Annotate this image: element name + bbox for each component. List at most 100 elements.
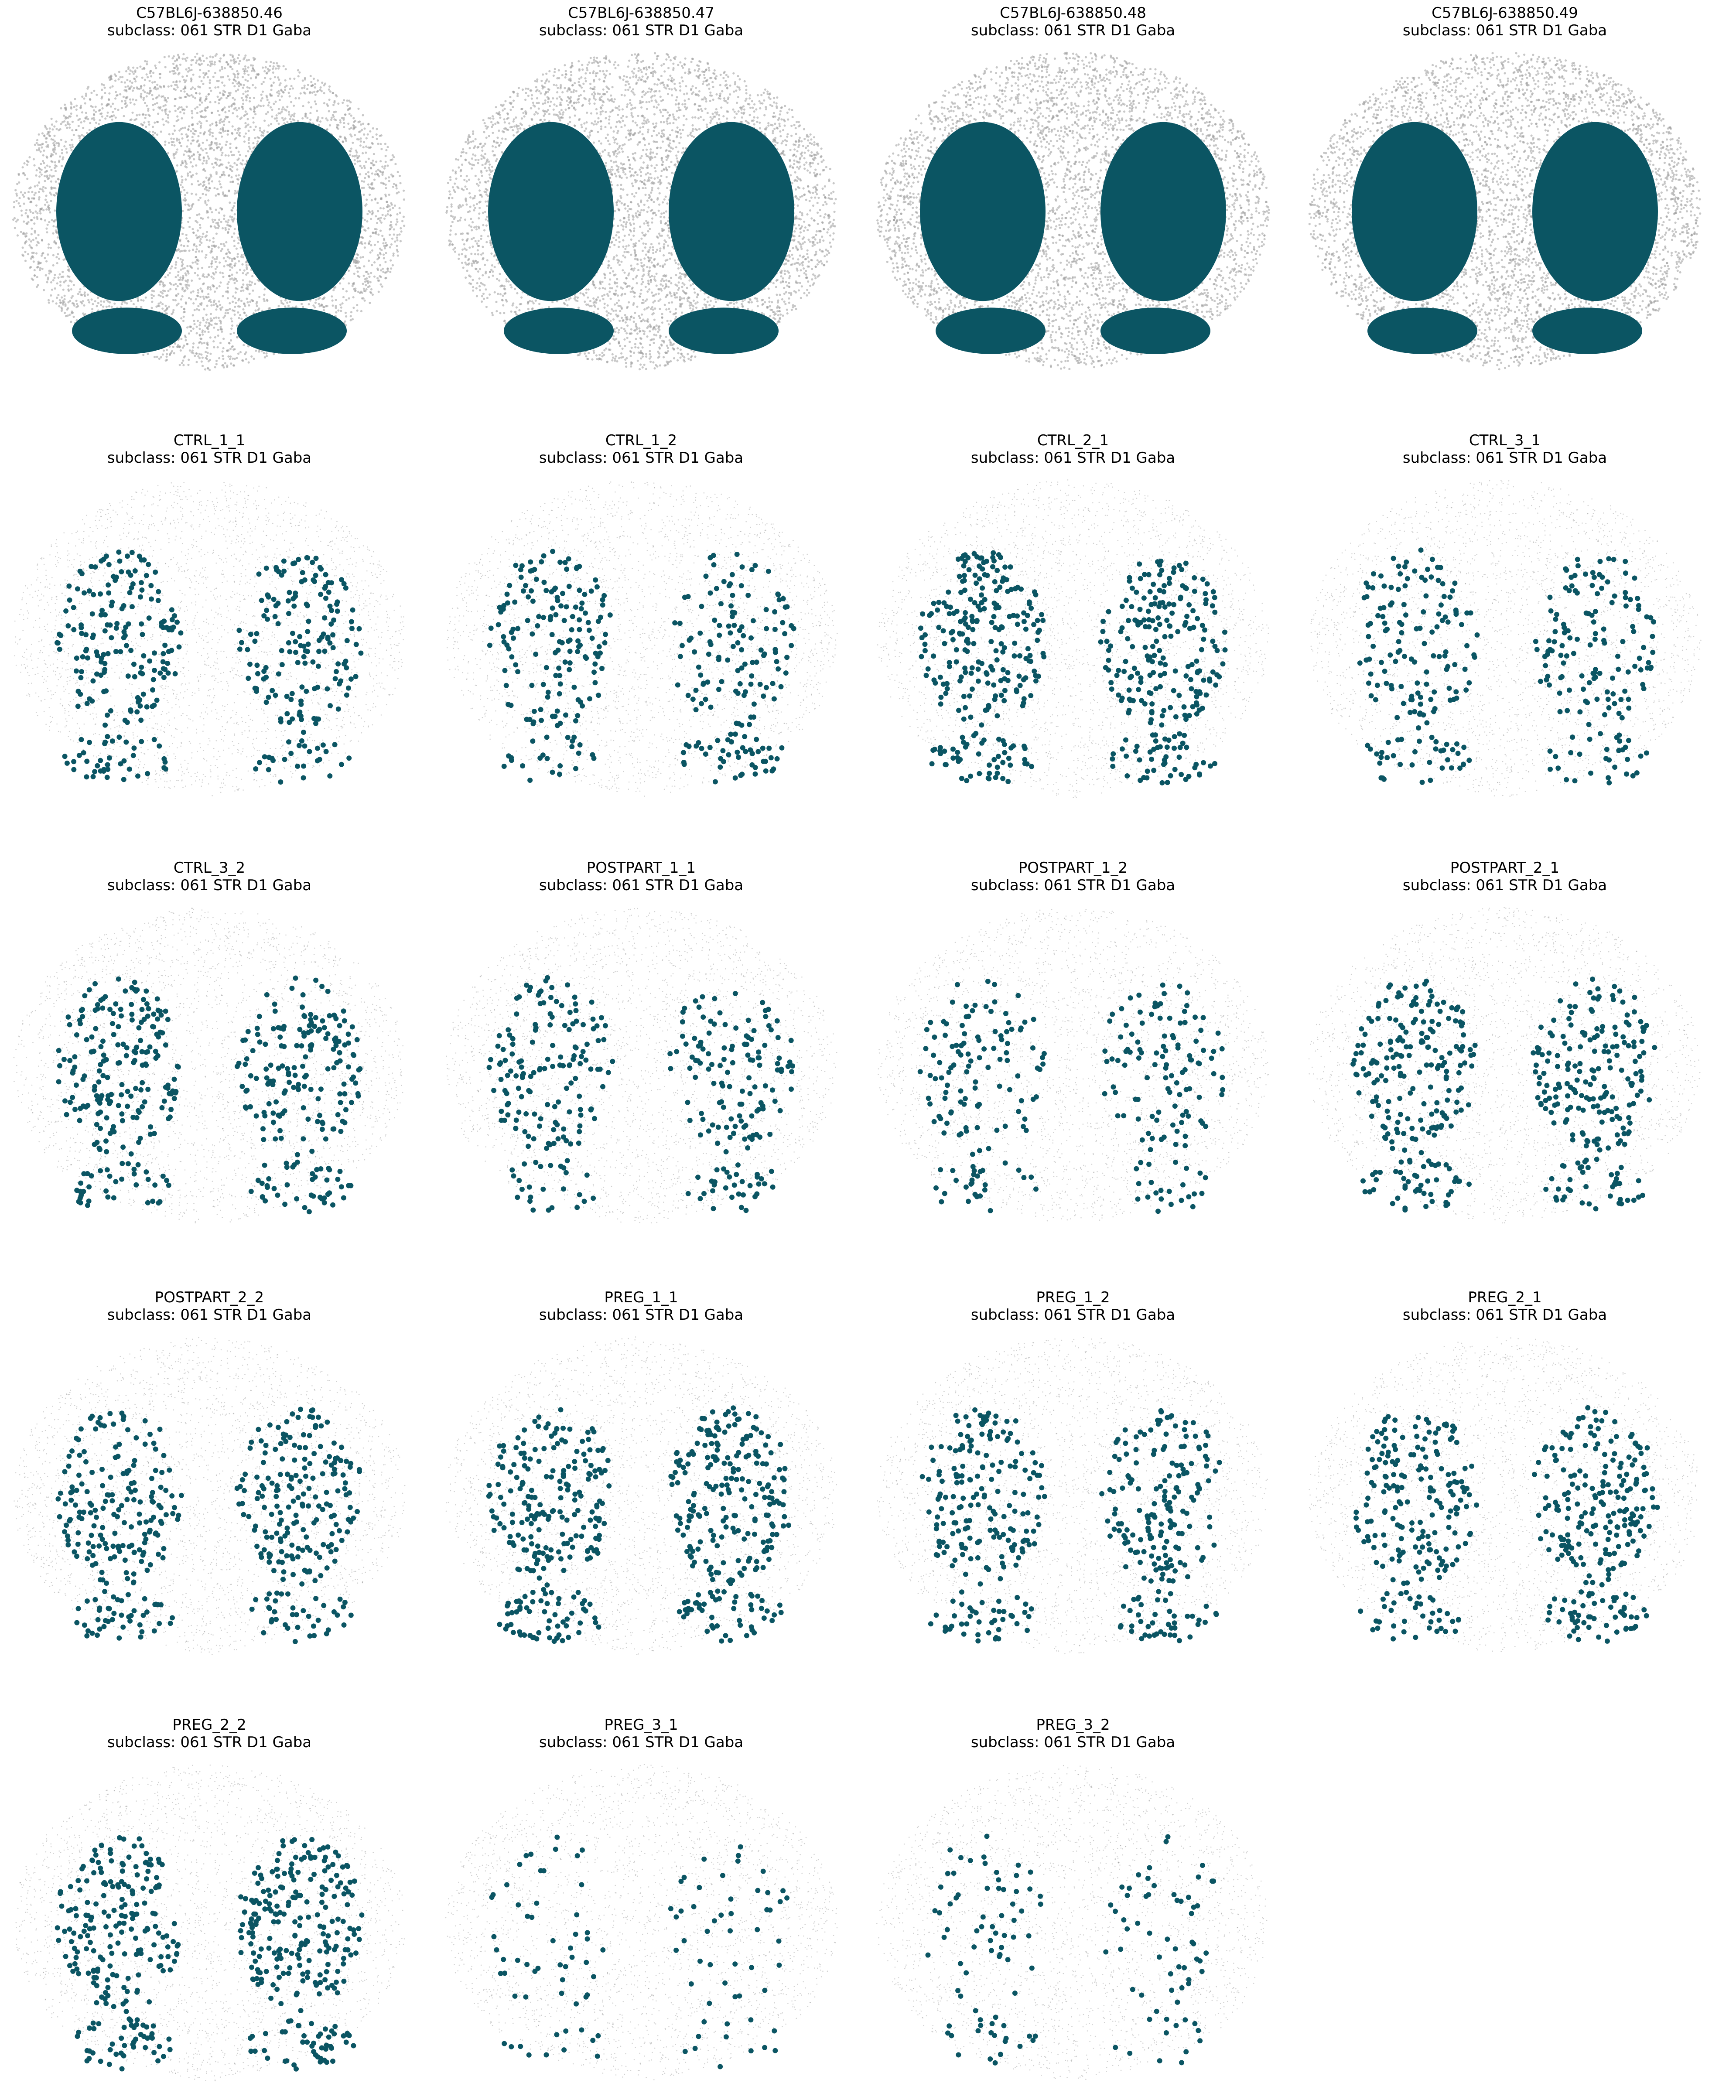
- background-cell-point: [46, 201, 48, 203]
- background-cell-point: [220, 186, 222, 188]
- background-cell-point: [148, 80, 150, 82]
- background-cell-point: [289, 78, 291, 80]
- background-cell-point: [245, 155, 247, 157]
- background-cell-point: [198, 184, 200, 186]
- background-cell-point: [198, 104, 201, 106]
- background-cell-point: [363, 127, 366, 130]
- background-cell-point: [239, 154, 241, 156]
- background-cell-point: [85, 92, 87, 95]
- background-cell-point: [62, 271, 64, 273]
- background-cell-point: [180, 338, 182, 340]
- background-cell-point: [379, 160, 382, 162]
- background-cell-point: [243, 344, 245, 346]
- background-cell-point: [208, 246, 210, 248]
- background-cell-point: [342, 296, 345, 298]
- background-cell-point: [227, 75, 229, 77]
- background-cell-point: [238, 317, 240, 319]
- background-cell-point: [220, 76, 222, 79]
- background-cell-point: [231, 266, 233, 269]
- background-cell-point: [331, 295, 333, 297]
- background-cell-point: [352, 124, 354, 126]
- background-cell-point: [304, 113, 307, 115]
- background-cell-point: [181, 210, 184, 212]
- background-cell-point: [164, 104, 167, 106]
- background-cell-point: [227, 256, 229, 258]
- background-cell-point: [215, 124, 218, 126]
- background-cell-point: [144, 60, 146, 62]
- background-cell-point: [51, 188, 53, 190]
- background-cell-point: [129, 73, 131, 75]
- background-cell-point: [246, 94, 249, 96]
- background-cell-point: [30, 240, 32, 242]
- background-cell-point: [167, 274, 169, 276]
- background-cell-point: [57, 277, 59, 279]
- background-cell-point: [205, 162, 208, 164]
- background-cell-point: [285, 85, 287, 87]
- background-cell-point: [389, 271, 391, 273]
- background-cell-point: [193, 158, 195, 160]
- background-cell-point: [191, 116, 193, 119]
- background-cell-point: [254, 86, 256, 89]
- background-cell-point: [241, 263, 243, 266]
- background-cell-point: [260, 94, 263, 96]
- background-cell-point: [259, 130, 261, 132]
- background-cell-point: [217, 222, 219, 224]
- background-cell-point: [109, 116, 111, 118]
- background-cell-point: [403, 198, 405, 201]
- background-cell-point: [326, 305, 328, 307]
- background-cell-point: [18, 174, 20, 176]
- background-cell-point: [133, 87, 135, 89]
- background-cell-point: [284, 305, 286, 307]
- background-cell-point: [335, 305, 337, 307]
- background-cell-point: [385, 187, 387, 189]
- background-cell-point: [62, 300, 64, 302]
- background-cell-point: [166, 294, 168, 297]
- background-cell-point: [217, 96, 219, 98]
- background-cell-point: [164, 111, 167, 113]
- background-cell-point: [205, 152, 208, 154]
- background-cell-point: [230, 339, 232, 341]
- background-cell-point: [280, 302, 283, 304]
- background-cell-point: [38, 198, 40, 201]
- background-cell-point: [170, 137, 172, 140]
- background-cell-point: [368, 158, 370, 160]
- background-cell-point: [222, 130, 225, 133]
- background-cell-point: [366, 203, 368, 205]
- background-cell-point: [210, 90, 212, 92]
- background-cell-point: [370, 272, 372, 274]
- background-cell-point: [208, 266, 210, 268]
- background-cell-point: [166, 353, 168, 355]
- background-cell-point: [362, 114, 364, 116]
- background-cell-point: [69, 144, 71, 146]
- background-cell-point: [343, 99, 345, 101]
- background-cell-point: [244, 79, 246, 81]
- background-cell-point: [393, 233, 395, 236]
- background-cell-point: [360, 241, 362, 243]
- background-cell-point: [44, 257, 46, 259]
- background-cell-point: [308, 303, 310, 305]
- background-cell-point: [181, 133, 183, 135]
- background-cell-point: [190, 330, 192, 332]
- background-cell-point: [202, 142, 204, 144]
- background-cell-point: [172, 299, 174, 301]
- background-cell-point: [357, 156, 359, 158]
- background-cell-point: [55, 181, 57, 183]
- background-cell-point: [180, 184, 182, 186]
- background-cell-point: [286, 106, 288, 108]
- background-cell-point: [223, 85, 226, 87]
- background-cell-point: [342, 119, 345, 121]
- background-cell-point: [270, 61, 272, 63]
- background-cell-point: [236, 357, 238, 359]
- background-cell-point: [200, 80, 202, 82]
- background-cell-point: [211, 147, 213, 150]
- background-cell-point: [219, 58, 222, 60]
- background-cell-point: [161, 96, 163, 98]
- background-cell-point: [364, 300, 366, 302]
- background-cell-point: [197, 289, 199, 291]
- background-cell-point: [67, 269, 69, 271]
- background-cell-point: [266, 72, 268, 74]
- background-cell-point: [173, 125, 175, 127]
- background-cell-point: [379, 275, 381, 277]
- background-cell-point: [388, 180, 390, 182]
- background-cell-point: [258, 351, 260, 353]
